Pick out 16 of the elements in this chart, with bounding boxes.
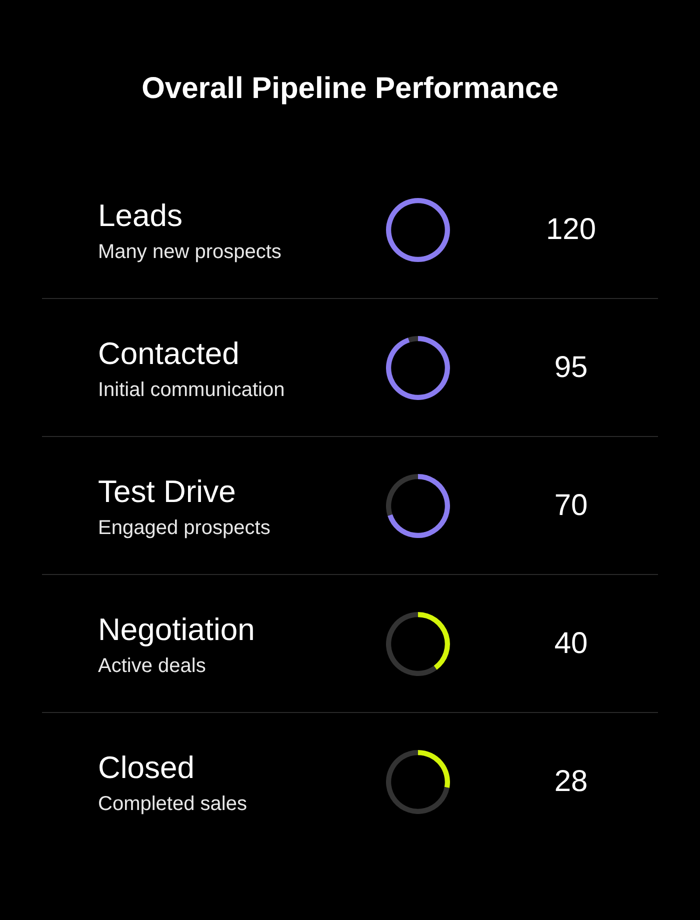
text: Active deals xyxy=(98,655,206,677)
text: Completed sales xyxy=(98,793,247,815)
text: Overall Pipeline Performance xyxy=(140,72,560,105)
category-label: Leads xyxy=(98,198,182,233)
data-label: 95 xyxy=(553,351,589,384)
data-label: 70 xyxy=(553,489,589,522)
text: Engaged prospects xyxy=(98,517,270,539)
data-label: 28 xyxy=(553,765,589,798)
data-label: 40 xyxy=(553,627,589,660)
category-label: Contacted xyxy=(98,336,240,371)
text: Initial communication xyxy=(98,379,285,401)
category-label: Negotiation xyxy=(98,612,255,647)
category-label: Test Drive xyxy=(98,474,236,509)
text: Many new prospects xyxy=(98,241,282,263)
category-label: Closed xyxy=(98,750,194,785)
data-label: 120 xyxy=(544,213,598,246)
